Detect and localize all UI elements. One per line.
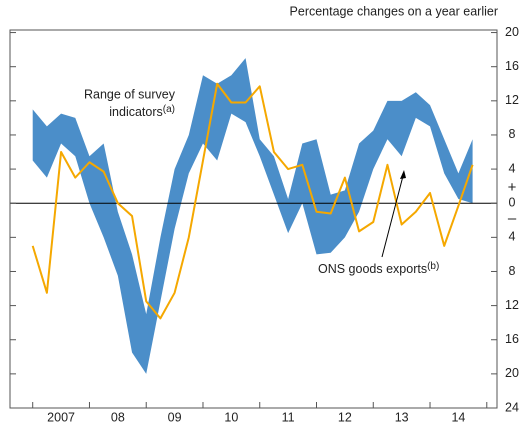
series-line <box>31 82 474 320</box>
survey-range-band <box>32 58 473 374</box>
subtitle: Percentage changes on a year earlier <box>290 4 498 18</box>
band-label: indicators(a) <box>109 104 175 120</box>
y-tick-label: 12 <box>505 298 519 312</box>
y-tick-label: 12 <box>505 93 519 107</box>
series-note: (b) <box>427 261 439 272</box>
band-label: Range of survey <box>84 87 176 101</box>
y-tick-label: 0 <box>509 196 516 210</box>
x-tick-label: 09 <box>168 410 182 424</box>
x-tick-label: 10 <box>224 410 238 424</box>
series-name: ONS goods exports <box>318 262 427 276</box>
x-tick-label: 12 <box>338 410 352 424</box>
sign-label: + <box>508 179 517 196</box>
series-label: ONS goods exports(b) <box>318 261 439 277</box>
band-label-line: indicators <box>109 105 163 119</box>
x-tick-label: 13 <box>395 410 409 424</box>
y-tick-label: 16 <box>505 332 519 346</box>
annotation-leader <box>381 175 404 258</box>
y-tick-label: 4 <box>509 161 516 175</box>
annotation-arrowhead <box>400 170 406 179</box>
y-tick-label: 24 <box>505 400 519 414</box>
plot-frame <box>9 29 498 409</box>
x-tick-label: 11 <box>282 410 295 424</box>
y-tick-label: 20 <box>505 25 519 39</box>
y-tick-label: 20 <box>505 366 519 380</box>
y-tick-label: 4 <box>509 230 516 244</box>
y-tick-label: 8 <box>509 127 516 141</box>
x-tick-label: 14 <box>451 410 465 424</box>
band-note: (a) <box>163 104 175 115</box>
x-tick-label: 08 <box>111 410 125 424</box>
x-tick-label: 2007 <box>47 410 75 424</box>
sign-label: – <box>508 210 517 227</box>
y-tick-label: 16 <box>505 59 519 73</box>
y-tick-label: 8 <box>509 264 516 278</box>
